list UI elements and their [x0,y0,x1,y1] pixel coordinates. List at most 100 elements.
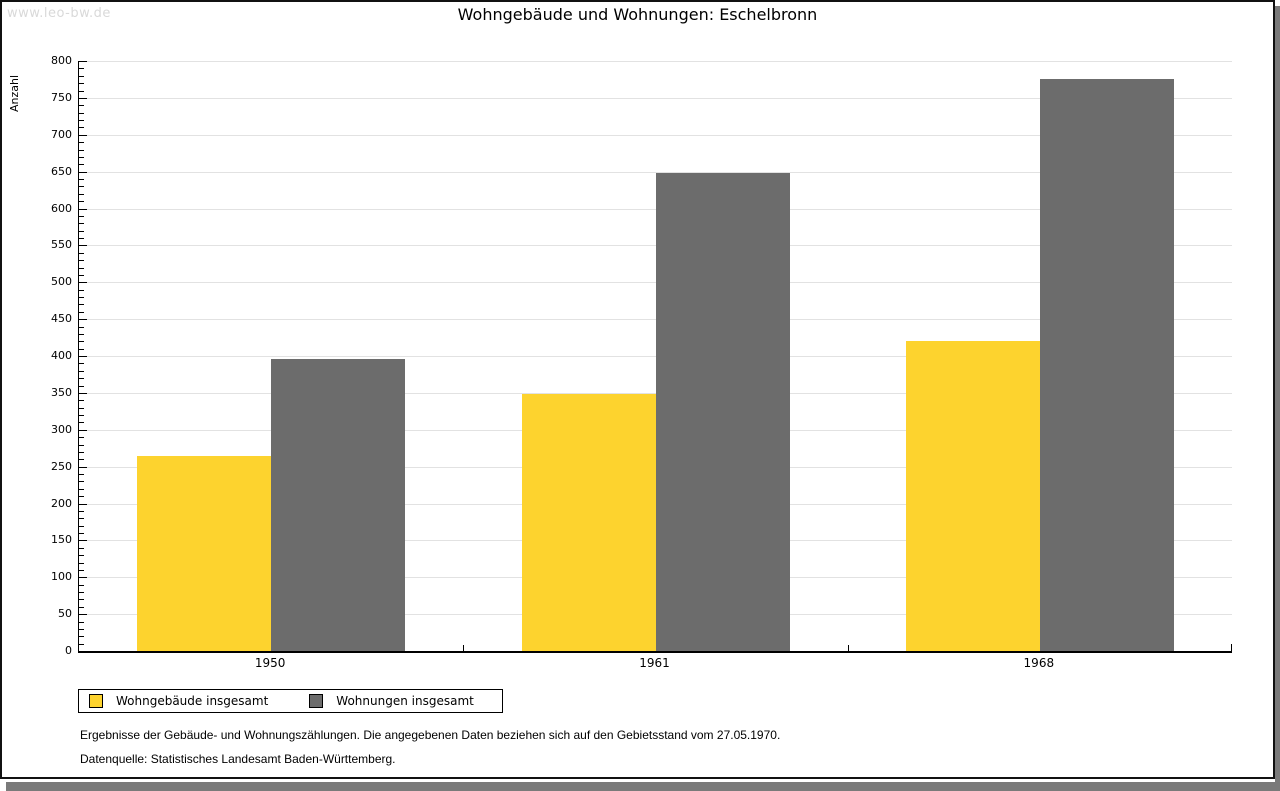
y-axis-tick [79,356,87,357]
y-axis-tick [79,134,87,136]
y-axis-tick [79,437,84,439]
footnote-source-description: Ergebnisse der Gebäude- und Wohnungszähl… [80,728,781,742]
y-axis-tick [79,606,84,608]
y-axis-tick [79,392,87,394]
y-axis-tick [79,267,84,269]
legend-item-wohnungen: Wohnungen insgesamt [309,694,474,708]
y-axis-tick [79,525,84,527]
legend: Wohngebäude insgesamt Wohnungen insgesam… [78,689,503,713]
y-axis-tick [79,341,84,343]
y-axis-title: Anzahl [8,74,21,112]
y-axis-tick [79,621,84,623]
y-axis-tick [79,555,84,557]
y-axis-tick [79,481,84,483]
y-axis-tick [79,90,84,92]
legend-label: Wohngebäude insgesamt [116,694,269,708]
y-axis-tick [79,370,84,372]
y-axis-tick [79,444,84,446]
bar-1968-wohnungen [1039,79,1174,651]
y-axis-tick [79,488,84,490]
chart-title: Wohngebäude und Wohnungen: Eschelbronn [457,5,818,24]
y-tick-label-750: 750 [51,90,72,104]
y-axis-tick [79,171,87,173]
y-axis-tick [79,252,84,254]
bar-1968-wohngebaeude [905,340,1040,651]
bar-1950-wohnungen [271,358,406,651]
y-axis-tick [79,400,84,402]
y-axis-tick [79,466,87,468]
y-axis-tick [79,142,84,144]
y-axis-tick [79,407,84,409]
y-tick-label-600: 600 [51,201,72,215]
y-axis-tick [79,503,87,505]
y-tick-label-700: 700 [51,127,72,141]
y-axis-tick [79,193,84,195]
y-tick-label-500: 500 [51,275,72,289]
y-tick-label-100: 100 [51,570,72,584]
bar-1961-wohngebaeude [521,394,656,651]
plot-area [78,61,1232,653]
y-axis-tick [79,614,87,616]
y-axis-tick [79,61,87,62]
legend-item-wohngebaeude: Wohngebäude insgesamt [89,694,268,708]
y-axis-tick [79,540,87,542]
y-axis-tick [79,156,84,158]
y-axis-tick [79,628,84,630]
legend-swatch-yellow [89,694,103,708]
y-tick-label-50: 50 [58,607,72,621]
x-axis-end-tick [1231,644,1232,651]
y-axis-tick [79,127,84,129]
gridline-800 [79,61,1232,62]
x-category-label-1950: 1950 [254,656,286,670]
y-tick-label-350: 350 [51,385,72,399]
y-axis-tick [79,201,84,203]
y-axis-tick [79,429,87,431]
x-axis-separator-tick [847,645,849,651]
y-axis-tick [79,651,87,652]
y-axis-tick [79,289,84,291]
y-axis-tick [79,451,84,453]
legend-swatch-gray [309,694,324,708]
y-tick-label-200: 200 [51,496,72,510]
y-axis-tick [79,319,87,321]
y-axis-tick [79,208,87,210]
y-tick-label-800: 800 [51,54,72,67]
x-axis-separator-tick [463,645,465,651]
y-axis-tick [79,577,87,579]
y-axis-tick [79,304,84,306]
y-axis-tick [79,83,84,85]
y-axis-tick [79,496,84,498]
legend-label: Wohnungen insgesamt [336,694,474,708]
bar-1950-wohngebaeude [137,456,272,651]
panel-shadow-right [1275,6,1280,791]
y-tick-label-650: 650 [51,164,72,178]
y-axis-tick [79,238,84,239]
y-axis-tick [79,230,84,232]
y-axis-tick [79,518,84,520]
y-axis-tick [79,378,84,380]
y-axis-tick [79,333,84,335]
y-axis-tick [79,274,84,276]
footnote-data-source: Datenquelle: Statistisches Landesamt Bad… [80,752,396,766]
y-axis-tick [79,643,84,645]
y-axis-tick [79,348,84,350]
y-axis-tick [79,562,84,564]
y-axis-tick [79,599,84,601]
y-axis-tick [79,422,84,424]
y-axis-tick [79,297,84,298]
x-category-label-1961: 1961 [639,656,670,670]
y-axis-tick [79,592,84,593]
y-axis-tick [79,105,84,107]
y-axis-tick [79,223,84,225]
y-axis-tick [79,75,84,77]
y-axis-tick [79,415,84,416]
y-axis-tick [79,68,84,70]
y-axis-tick [79,245,87,247]
y-tick-label-550: 550 [51,238,72,252]
y-axis-tick [79,282,87,284]
y-axis-tick [79,533,84,534]
y-axis-tick [79,569,84,571]
gridline-650 [79,171,1232,173]
y-axis-tick [79,474,84,475]
y-axis-tick [79,459,84,461]
